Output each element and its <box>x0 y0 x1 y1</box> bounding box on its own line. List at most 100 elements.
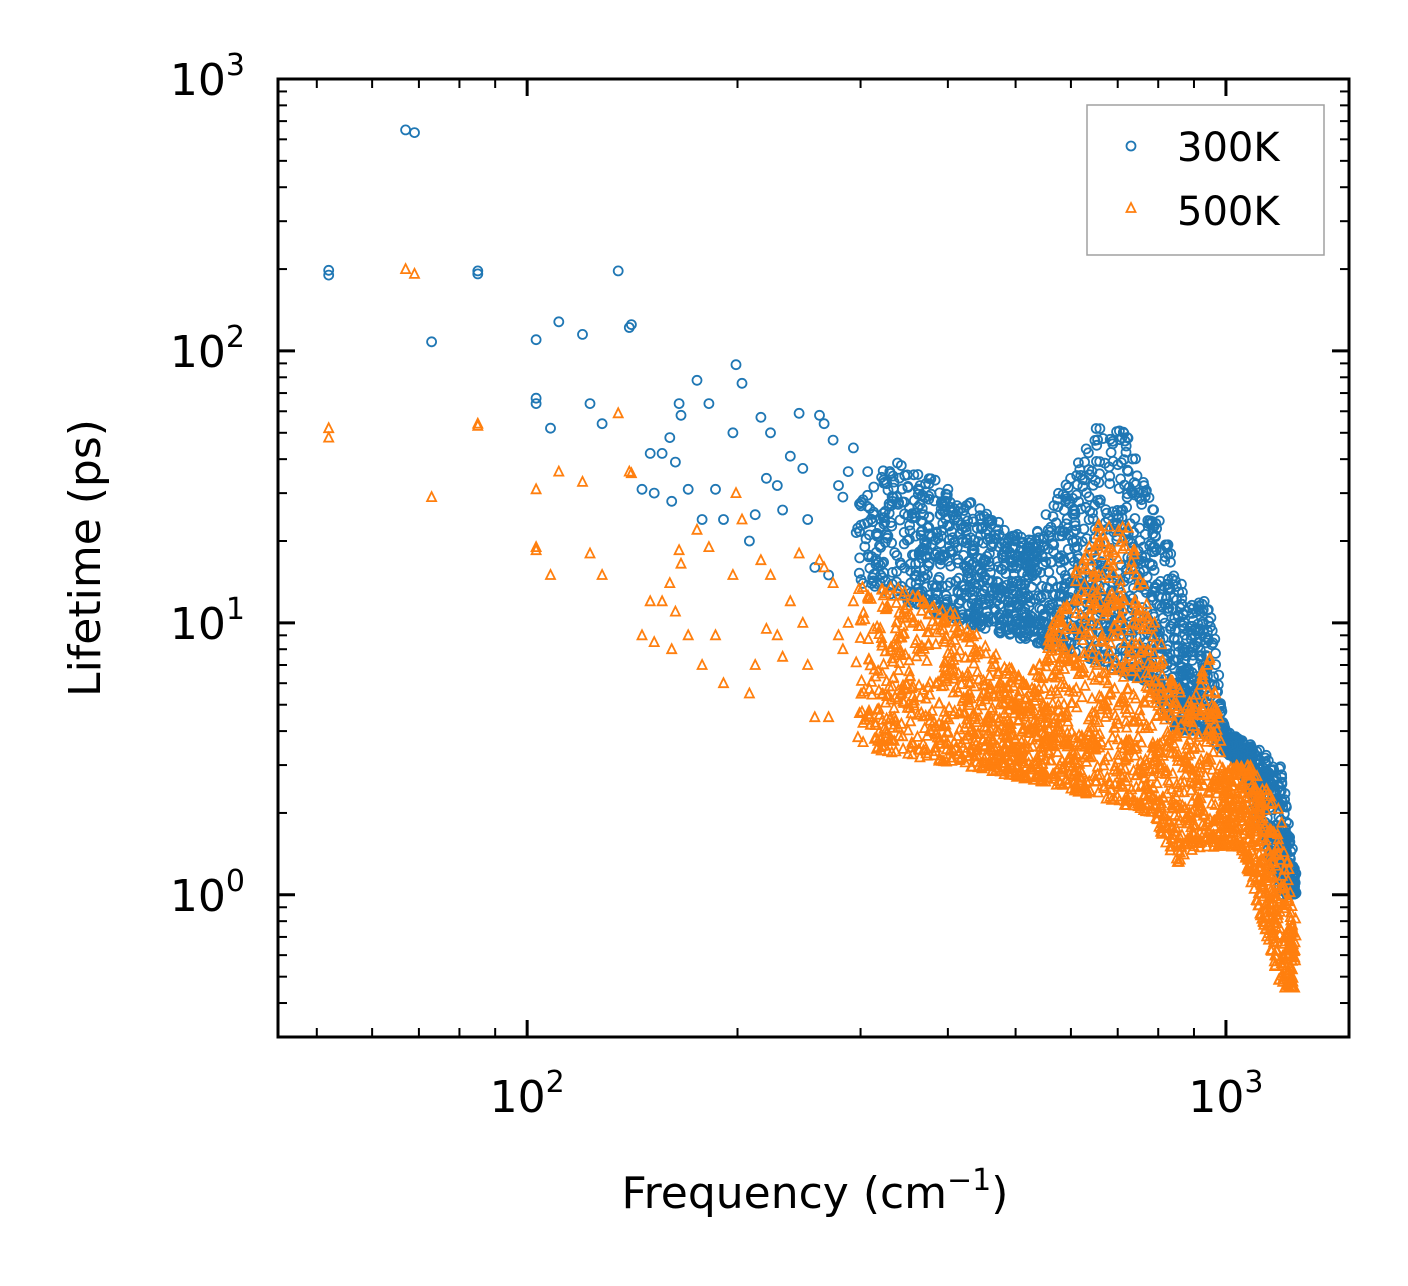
data-point <box>1204 705 1217 718</box>
data-point <box>1147 637 1160 650</box>
data-point <box>793 546 806 559</box>
data-point <box>1202 604 1213 616</box>
data-point <box>940 495 952 507</box>
data-point <box>927 599 940 612</box>
data-point <box>1092 568 1105 581</box>
data-point <box>1287 937 1300 950</box>
data-point <box>1078 577 1091 589</box>
data-point <box>981 524 993 535</box>
data-point <box>877 512 889 524</box>
data-point <box>878 556 889 568</box>
data-point <box>1185 820 1197 833</box>
data-point <box>1119 753 1132 766</box>
data-point <box>1013 551 1024 563</box>
data-point <box>907 736 920 749</box>
data-point <box>968 679 981 692</box>
data-point <box>862 707 875 720</box>
data-point <box>911 729 924 742</box>
data-point <box>1275 815 1288 828</box>
data-point <box>1103 589 1116 602</box>
data-point <box>949 626 962 639</box>
data-point <box>1253 801 1266 814</box>
data-point <box>1085 640 1098 653</box>
data-point <box>1035 766 1048 779</box>
data-point <box>955 677 968 690</box>
data-point <box>877 465 889 477</box>
data-point <box>576 474 589 487</box>
data-point <box>1094 497 1106 509</box>
data-point <box>929 618 942 631</box>
data-point <box>923 478 935 490</box>
data-point <box>1222 728 1233 739</box>
data-point <box>1190 771 1203 784</box>
data-point <box>1155 826 1168 839</box>
data-point <box>648 487 660 499</box>
data-point <box>952 557 964 569</box>
data-point <box>1091 439 1103 451</box>
data-point <box>947 668 960 681</box>
data-point <box>1023 534 1035 546</box>
data-point <box>1044 643 1057 656</box>
data-point <box>855 686 868 699</box>
data-point <box>1250 838 1263 851</box>
data-point <box>945 753 958 766</box>
data-point <box>944 577 956 588</box>
data-point <box>675 409 687 421</box>
data-point <box>784 450 796 462</box>
data-point <box>1102 676 1115 689</box>
y-tick-label: 101 <box>170 592 245 650</box>
data-point <box>933 752 945 765</box>
data-point <box>1259 885 1272 897</box>
data-point <box>854 552 866 564</box>
data-point <box>1156 601 1168 613</box>
data-point <box>1176 827 1188 840</box>
data-point <box>853 567 865 579</box>
data-point <box>1022 590 1034 601</box>
data-point <box>921 550 933 562</box>
data-point <box>1162 548 1174 560</box>
data-point <box>894 514 906 526</box>
data-point <box>1010 761 1023 774</box>
data-point <box>1005 717 1017 729</box>
data-point <box>1142 612 1155 625</box>
data-point <box>1030 564 1042 576</box>
data-point <box>1083 469 1095 481</box>
data-point <box>1186 727 1199 740</box>
data-point <box>904 714 917 727</box>
data-point <box>626 319 637 331</box>
plot-area-frame <box>276 77 1351 1039</box>
data-point <box>1181 831 1194 844</box>
data-point <box>847 594 860 607</box>
data-point <box>664 432 676 444</box>
data-point <box>1083 514 1095 525</box>
data-point <box>945 546 957 558</box>
data-point <box>1072 479 1083 491</box>
data-point <box>827 434 839 446</box>
data-point <box>710 483 721 495</box>
data-point <box>1045 521 1057 533</box>
data-point <box>938 655 951 668</box>
data-point <box>1016 567 1028 579</box>
data-point <box>1134 709 1147 721</box>
data-point <box>1074 606 1087 619</box>
data-point <box>1012 697 1025 710</box>
data-point <box>1270 919 1282 932</box>
data-point <box>976 731 989 744</box>
data-point <box>875 631 888 643</box>
data-point <box>910 649 923 662</box>
data-point <box>882 530 894 542</box>
data-point <box>1166 766 1179 779</box>
data-point <box>864 529 875 541</box>
data-point <box>1154 806 1167 819</box>
data-point <box>867 508 879 520</box>
data-point <box>884 580 897 593</box>
data-point <box>796 615 809 628</box>
data-point <box>1134 721 1147 734</box>
data-point <box>749 657 762 670</box>
data-point <box>1071 541 1083 553</box>
data-point <box>1109 708 1122 721</box>
data-point <box>749 509 761 521</box>
data-point <box>1018 553 1030 565</box>
data-point <box>994 619 1006 631</box>
